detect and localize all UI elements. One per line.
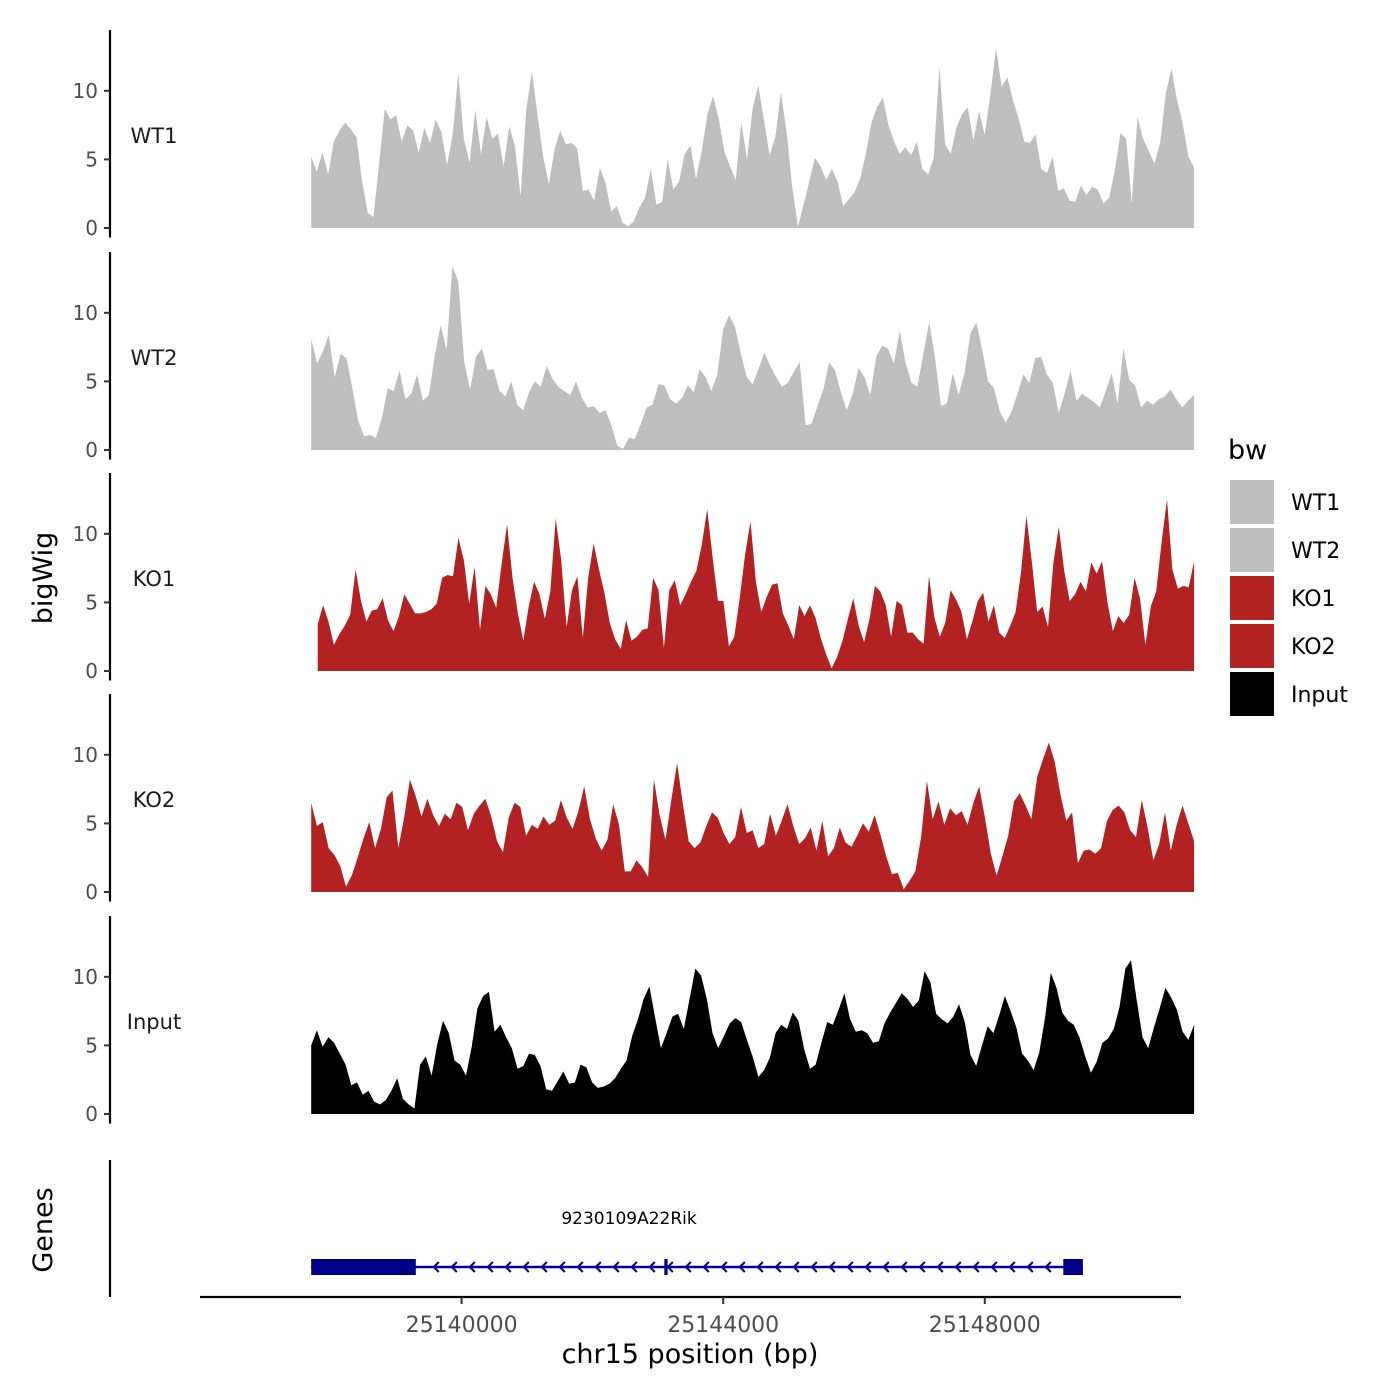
strand-arrow [504, 1261, 512, 1273]
strand-arrow [954, 1261, 962, 1273]
y-axis-title: bigWig [28, 532, 59, 625]
gene-exon [311, 1259, 416, 1275]
strand-arrow [900, 1261, 908, 1273]
legend-key-wt2 [1230, 528, 1274, 572]
legend: bw WT1 WT2 KO1 KO2 Input [1228, 435, 1348, 716]
legend-label-ko2: KO2 [1291, 635, 1336, 660]
strand-arrow [828, 1261, 836, 1273]
strand-arrow [576, 1261, 584, 1273]
legend-title: bw [1228, 435, 1267, 466]
strand-arrow [450, 1261, 458, 1273]
legend-label-wt1: WT1 [1291, 491, 1340, 516]
strand-arrow [720, 1261, 728, 1273]
y-tick-label: 5 [85, 811, 98, 835]
strand-arrow [864, 1261, 872, 1273]
area-ko2 [311, 742, 1195, 892]
area-wt1 [311, 48, 1195, 228]
strand-arrow [612, 1261, 620, 1273]
track-input: 0 5 10 Input [73, 916, 1195, 1126]
strand-arrow [1008, 1261, 1016, 1273]
track-ko1: 0 5 10 KO1 [73, 473, 1195, 683]
x-tick-label: 25140000 [406, 1313, 518, 1338]
gene-track-panel: 9230109A22Rik [108, 1160, 1083, 1297]
strand-arrow [486, 1261, 494, 1273]
y-tick-label: 0 [85, 659, 98, 683]
track-wt2: 0 5 10 WT2 [73, 252, 1195, 462]
y-tick-label: 10 [73, 301, 98, 325]
strand-arrow [1026, 1261, 1034, 1273]
strand-arrow [630, 1261, 638, 1273]
strand-arrow [1044, 1261, 1052, 1273]
area-wt2 [311, 266, 1195, 450]
strand-arrow [522, 1261, 530, 1273]
y-tick-label: 10 [73, 965, 98, 989]
gene-exon [1063, 1259, 1083, 1275]
x-tick-label: 25144000 [667, 1313, 779, 1338]
y-tick-label: 0 [85, 216, 98, 240]
gene-name-label: 9230109A22Rik [561, 1209, 697, 1229]
x-tick-label: 25148000 [929, 1313, 1041, 1338]
y-tick-label: 0 [85, 880, 98, 904]
legend-key-input [1230, 672, 1274, 716]
legend-label-wt2: WT2 [1291, 539, 1340, 564]
strand-arrow [702, 1261, 710, 1273]
y-tick-label: 5 [85, 147, 98, 171]
x-axis-title: chr15 position (bp) [562, 1339, 819, 1370]
strand-arrow [648, 1261, 656, 1273]
legend-key-wt1 [1230, 480, 1274, 524]
strand-arrow [972, 1261, 980, 1273]
strand-arrow [990, 1261, 998, 1273]
y-tick-label: 10 [73, 522, 98, 546]
strand-arrow [540, 1261, 548, 1273]
strand-arrow [810, 1261, 818, 1273]
track-label-wt1: WT1 [131, 124, 178, 148]
track-panels: 0 5 10 WT1 0 5 10 WT2 0 5 10 KO1 0 5 10 KO2 0 5 10 Input [73, 30, 1195, 1126]
strand-arrow [936, 1261, 944, 1273]
track-label-ko2: KO2 [133, 788, 176, 812]
strand-arrow [558, 1261, 566, 1273]
area-input [311, 960, 1195, 1114]
y-tick-label: 5 [85, 590, 98, 614]
y-tick-label: 0 [85, 438, 98, 462]
track-wt1: 0 5 10 WT1 [73, 30, 1195, 240]
strand-arrow [756, 1261, 764, 1273]
strand-arrow [432, 1261, 440, 1273]
track-label-wt2: WT2 [131, 346, 178, 370]
track-ko2: 0 5 10 KO2 [73, 694, 1195, 904]
strand-arrow [792, 1261, 800, 1273]
track-label-ko1: KO1 [133, 567, 176, 591]
legend-key-ko2 [1230, 624, 1274, 668]
y-tick-label: 10 [73, 79, 98, 103]
legend-label-input: Input [1291, 683, 1348, 708]
track-label-input: Input [127, 1010, 181, 1034]
y-tick-label: 5 [85, 1033, 98, 1057]
strand-arrow [774, 1261, 782, 1273]
y-tick-label: 5 [85, 369, 98, 393]
strand-arrow [846, 1261, 854, 1273]
strand-arrow [882, 1261, 890, 1273]
gene-exon [664, 1259, 668, 1275]
legend-key-ko1 [1230, 576, 1274, 620]
x-axis: 25140000 25144000 25148000 [200, 1295, 1181, 1338]
genes-axis-title: Genes [28, 1187, 59, 1272]
legend-label-ko1: KO1 [1291, 587, 1336, 612]
area-ko1 [317, 499, 1195, 671]
strand-arrow [594, 1261, 602, 1273]
y-tick-label: 10 [73, 743, 98, 767]
strand-arrow [738, 1261, 746, 1273]
strand-arrow [468, 1261, 476, 1273]
strand-arrow [684, 1261, 692, 1273]
strand-arrow [918, 1261, 926, 1273]
y-tick-label: 0 [85, 1102, 98, 1126]
strand-arrow [666, 1261, 674, 1273]
